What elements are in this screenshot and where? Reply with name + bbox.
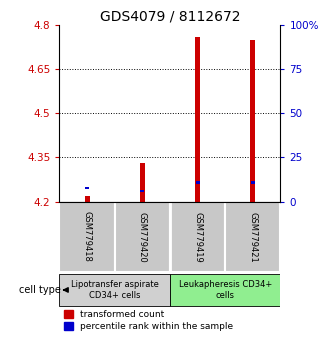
Text: Leukapheresis CD34+
cells: Leukapheresis CD34+ cells — [179, 280, 272, 299]
Bar — [115, 201, 170, 272]
Title: GDS4079 / 8112672: GDS4079 / 8112672 — [100, 10, 240, 24]
Text: GSM779421: GSM779421 — [248, 212, 257, 262]
Bar — [225, 201, 280, 272]
Bar — [170, 201, 225, 272]
Text: Lipotransfer aspirate
CD34+ cells: Lipotransfer aspirate CD34+ cells — [71, 280, 159, 299]
Text: GSM779418: GSM779418 — [82, 211, 91, 262]
Text: GSM779419: GSM779419 — [193, 212, 202, 262]
Bar — [196, 181, 200, 184]
Legend: transformed count, percentile rank within the sample: transformed count, percentile rank withi… — [64, 310, 233, 331]
Bar — [85, 187, 89, 189]
Text: cell type: cell type — [18, 285, 60, 295]
Bar — [250, 40, 255, 201]
Bar — [59, 201, 115, 272]
Bar — [251, 181, 255, 184]
Bar — [140, 163, 145, 201]
Bar — [59, 274, 170, 306]
Bar — [84, 196, 89, 201]
Bar — [140, 190, 144, 193]
Bar — [195, 36, 200, 201]
Text: GSM779420: GSM779420 — [138, 212, 147, 262]
Bar — [170, 274, 280, 306]
